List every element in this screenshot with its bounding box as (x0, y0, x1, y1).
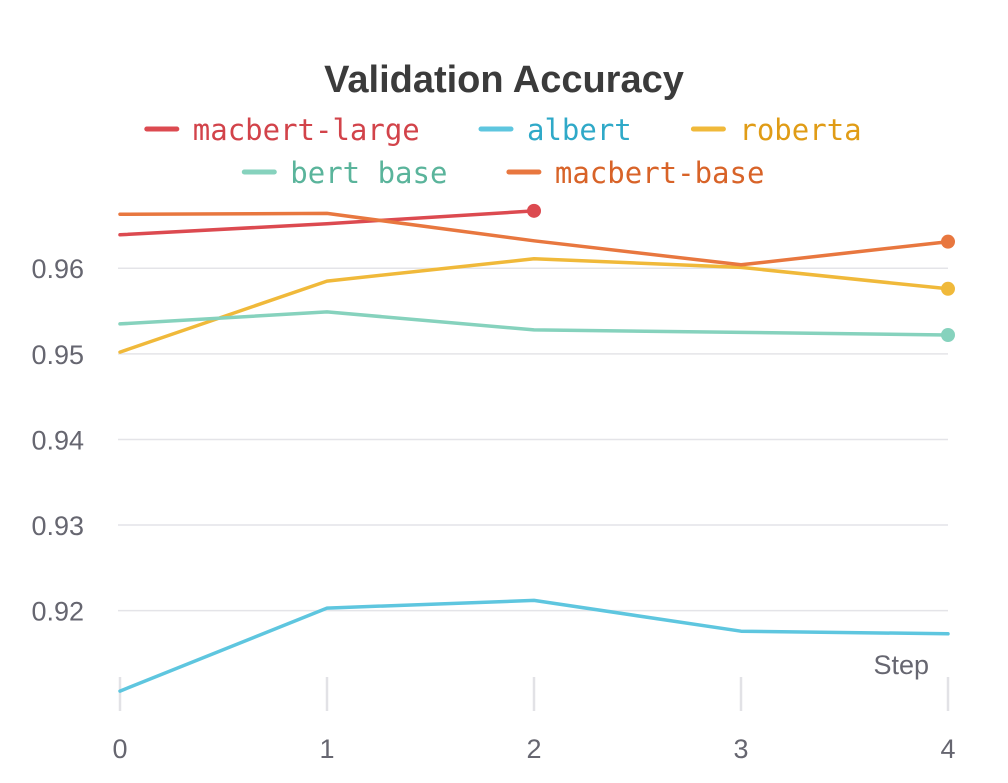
legend-item-macbert-base[interactable]: macbert-base (506, 156, 765, 190)
y-tick-label: 0.92 (31, 597, 84, 627)
x-tick-label: 1 (319, 734, 334, 764)
end-markers (527, 203, 955, 342)
series-end-point-bert-base (941, 327, 955, 342)
series-line-albert (118, 598, 950, 693)
legend-label: albert (527, 113, 632, 147)
series-lines (118, 209, 950, 693)
series-end-point-roberta (941, 281, 955, 296)
y-axis: 0.92 0.93 0.94 0.95 0.96 (31, 254, 84, 626)
y-tick-label: 0.96 (31, 254, 84, 284)
x-tick-label: 3 (733, 734, 748, 764)
legend-item-albert[interactable]: albert (478, 113, 632, 147)
legend-label: roberta (739, 113, 861, 147)
legend-item-roberta[interactable]: roberta (690, 113, 862, 147)
legend-label: bert base (290, 156, 447, 190)
y-tick-label: 0.93 (31, 511, 84, 541)
legend: macbert-large albert roberta bert base macbe… (144, 113, 862, 190)
x-tick-label: 4 (940, 734, 955, 764)
legend-label: macbert-base (555, 156, 765, 190)
series-line-bert-base (118, 310, 950, 337)
legend-label: macbert-large (193, 113, 420, 147)
x-tick-label: 2 (526, 734, 541, 764)
legend-item-macbert-large[interactable]: macbert-large (144, 113, 420, 147)
series-line-roberta (118, 257, 950, 354)
series-line-macbert-large (118, 209, 536, 237)
x-tick-label: 0 (112, 734, 127, 764)
y-tick-label: 0.95 (31, 340, 84, 370)
legend-item-bert-base[interactable]: bert base (241, 156, 447, 190)
chart-title: Validation Accuracy (324, 59, 684, 101)
series-end-point-macbert-base (941, 234, 955, 249)
x-axis: 0 1 2 3 4 (112, 677, 956, 764)
y-tick-label: 0.94 (31, 425, 84, 455)
x-axis-label: Step (873, 650, 929, 680)
gridlines (118, 267, 948, 612)
series-end-point-macbert-large (527, 203, 541, 218)
series-line-macbert-base (118, 211, 950, 267)
